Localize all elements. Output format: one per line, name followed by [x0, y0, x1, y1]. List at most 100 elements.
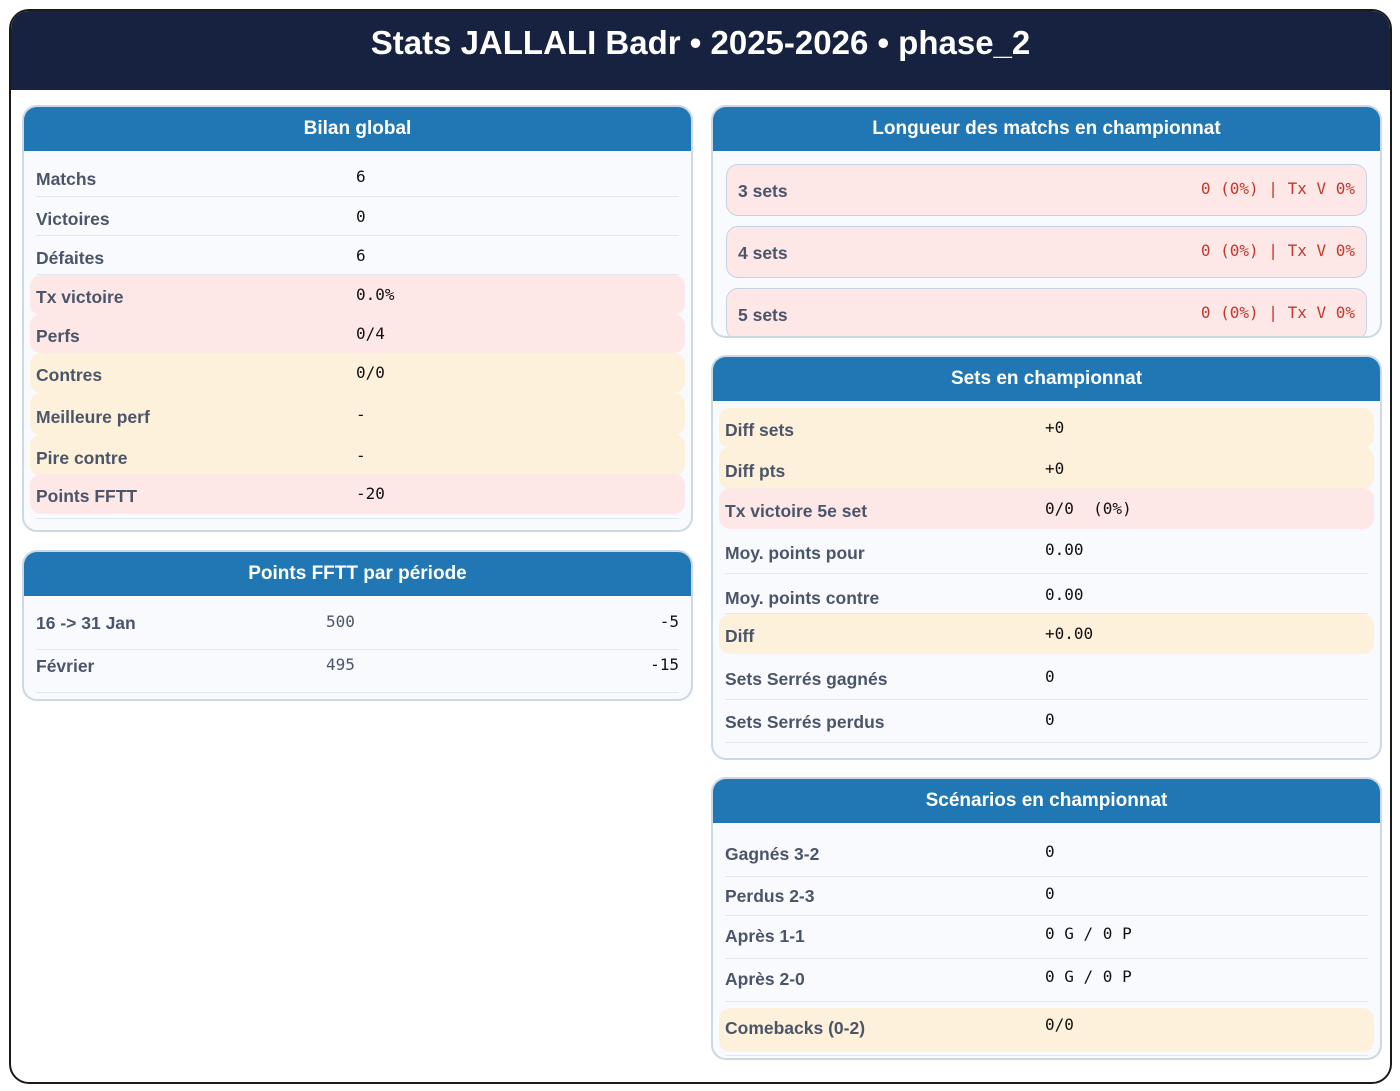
stat-label: Sets Serrés perdus: [725, 712, 885, 732]
stat-row-tx-victoire-5e-set: Tx victoire 5e set 0/0 (0%): [719, 488, 1374, 529]
length-label: 3 sets: [738, 181, 788, 201]
stat-value: 0 G / 0 P: [1045, 924, 1132, 943]
stat-label: Meilleure perf: [36, 407, 150, 427]
stat-value: 0.00: [1045, 585, 1084, 604]
stat-row-gagnes-3-2: Gagnés 3-2 0: [719, 832, 1374, 877]
title-bar: Stats JALLALI Badr • 2025-2026 • phase_2: [11, 11, 1390, 90]
stat-row-sets-serres-gagnes: Sets Serrés gagnés 0: [719, 657, 1374, 700]
stat-value: 0.00: [1045, 540, 1084, 559]
stat-value: 0/4: [356, 324, 385, 343]
period-points: 500: [326, 612, 355, 631]
stat-value: 0/0: [356, 363, 385, 382]
stat-label: Sets Serrés gagnés: [725, 669, 888, 689]
stat-value: -: [356, 405, 366, 424]
stat-row-meilleure-perf: Meilleure perf -: [30, 393, 685, 435]
stat-label: Diff pts: [725, 461, 786, 481]
period-label: 16 -> 31 Jan: [36, 613, 136, 633]
period-row: Février 495 -15: [36, 639, 679, 682]
panel-points-fftt-periode: Points FFTT par période 16 -> 31 Jan 500…: [22, 550, 693, 701]
stat-value: 0: [356, 207, 366, 226]
stat-label: Perdus 2-3: [725, 886, 815, 906]
stat-row-moy-points-pour: Moy. points pour 0.00: [719, 531, 1374, 574]
stat-label: Victoires: [36, 209, 110, 229]
stat-label: Perfs: [36, 326, 80, 346]
period-label: Février: [36, 656, 95, 676]
match-length-5-sets: 5 sets 0 (0%) | Tx V 0%: [726, 288, 1367, 336]
divider: [725, 1055, 1368, 1056]
page-title: Stats JALLALI Badr • 2025-2026 • phase_2: [370, 24, 1031, 61]
stat-value: +0: [1045, 418, 1065, 437]
stat-value: 6: [356, 246, 366, 265]
stat-value: 0: [1045, 842, 1055, 861]
panel-bilan-global: Bilan global Matchs 6 Victoires 0 Défait…: [22, 105, 693, 532]
stat-row-sets-serres-perdus: Sets Serrés perdus 0: [719, 700, 1374, 743]
divider: [36, 692, 679, 693]
panel-scenarios: Scénarios en championnat Gagnés 3-2 0 Pe…: [711, 777, 1382, 1060]
stat-label: Points FFTT: [36, 486, 138, 506]
divider: [36, 649, 679, 650]
stat-label: Moy. points pour: [725, 543, 865, 563]
stat-row-pire-contre: Pire contre -: [30, 434, 685, 476]
stats-window: Stats JALLALI Badr • 2025-2026 • phase_2…: [9, 9, 1392, 1084]
stat-row-apres-1-1: Après 1-1 0 G / 0 P: [719, 916, 1374, 959]
stat-label: Diff: [725, 626, 755, 646]
period-delta: -5: [659, 612, 679, 631]
stat-row-points-fftt: Points FFTT -20: [30, 474, 685, 514]
stat-value: 0.0%: [356, 285, 395, 304]
match-length-3-sets: 3 sets 0 (0%) | Tx V 0%: [726, 164, 1367, 216]
stat-row-victoires: Victoires 0: [30, 197, 685, 236]
stat-row-perdus-2-3: Perdus 2-3 0: [719, 877, 1374, 916]
length-value: 0 (0%) | Tx V 0%: [1200, 179, 1355, 198]
period-delta: -15: [650, 655, 679, 674]
divider: [36, 518, 679, 519]
stat-row-contres: Contres 0/0: [30, 353, 685, 393]
stat-label: Après 1-1: [725, 926, 805, 946]
stat-label: Diff sets: [725, 420, 795, 440]
stat-label: Tx victoire: [36, 287, 124, 307]
stat-value: 0: [1045, 884, 1055, 903]
stat-value: -20: [356, 484, 385, 503]
stat-row-matchs: Matchs 6: [30, 157, 685, 197]
stat-value: 6: [356, 167, 366, 186]
panel-sets-championnat: Sets en championnat Diff sets +0 Diff pt…: [711, 355, 1382, 760]
stat-row-tx-victoire: Tx victoire 0.0%: [30, 275, 685, 315]
stat-label: Contres: [36, 365, 103, 385]
stat-value: 0/0: [1045, 1015, 1074, 1034]
stat-label: Moy. points contre: [725, 588, 880, 608]
stat-value: 0: [1045, 667, 1055, 686]
stat-row-defaites: Défaites 6: [30, 236, 685, 275]
stat-row-perfs: Perfs 0/4: [30, 314, 685, 353]
panel-header: Sets en championnat: [713, 357, 1380, 401]
stat-label: Tx victoire 5e set: [725, 501, 868, 521]
panel-header: Points FFTT par période: [24, 552, 691, 596]
stat-label: Pire contre: [36, 448, 128, 468]
stat-label: Comebacks (0-2): [725, 1018, 866, 1038]
period-points: 495: [326, 655, 355, 674]
panel-header: Longueur des matchs en championnat: [713, 107, 1380, 151]
length-label: 5 sets: [738, 305, 788, 325]
stat-value: 0 G / 0 P: [1045, 967, 1132, 986]
stat-label: Après 2-0: [725, 969, 805, 989]
stat-label: Gagnés 3-2: [725, 844, 820, 864]
length-value: 0 (0%) | Tx V 0%: [1200, 241, 1355, 260]
stat-label: Matchs: [36, 169, 97, 189]
stat-row-diff: Diff +0.00: [719, 614, 1374, 654]
stat-value: 0/0 (0%): [1045, 499, 1132, 518]
stat-row-apres-2-0: Après 2-0 0 G / 0 P: [719, 959, 1374, 1002]
stat-value: +0: [1045, 459, 1065, 478]
length-value: 0 (0%) | Tx V 0%: [1200, 303, 1355, 322]
panel-header: Bilan global: [24, 107, 691, 151]
period-row: 16 -> 31 Jan 500 -5: [36, 596, 679, 639]
length-label: 4 sets: [738, 243, 788, 263]
panel-longueur-matchs: Longueur des matchs en championnat 3 set…: [711, 105, 1382, 338]
stat-value: -: [356, 446, 366, 465]
stat-row-moy-points-contre: Moy. points contre 0.00: [719, 574, 1374, 614]
stat-value: 0: [1045, 710, 1055, 729]
stat-value: +0.00: [1045, 624, 1094, 643]
match-length-4-sets: 4 sets 0 (0%) | Tx V 0%: [726, 226, 1367, 278]
panel-header: Scénarios en championnat: [713, 779, 1380, 823]
stat-row-diff-sets: Diff sets +0: [719, 408, 1374, 448]
stat-row-comebacks: Comebacks (0-2) 0/0: [719, 1008, 1374, 1052]
stat-label: Défaites: [36, 248, 105, 268]
stat-row-diff-pts: Diff pts +0: [719, 447, 1374, 489]
